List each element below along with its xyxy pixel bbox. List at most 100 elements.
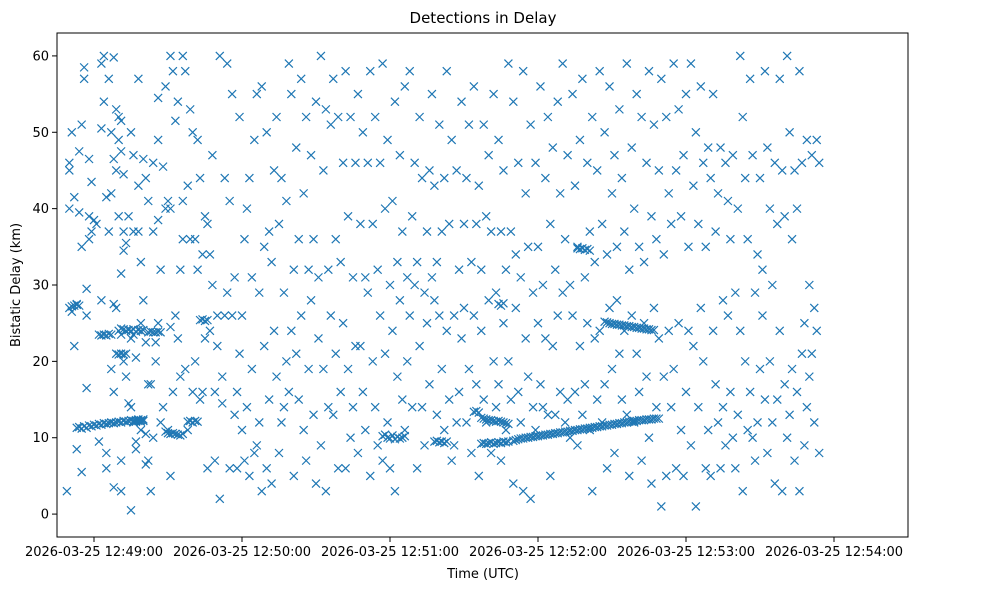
data-point (410, 158, 420, 168)
data-point (158, 402, 168, 412)
data-point (217, 372, 227, 382)
data-point (262, 127, 272, 137)
data-point (787, 364, 797, 374)
data-point (119, 246, 129, 256)
data-point (336, 257, 346, 267)
data-point (405, 66, 415, 76)
data-point (573, 440, 582, 450)
data-point (575, 135, 585, 145)
data-point (212, 341, 222, 351)
data-point (814, 448, 824, 458)
data-point (587, 112, 597, 122)
data-point (412, 463, 422, 473)
data-point (188, 127, 198, 137)
data-point (232, 463, 242, 473)
data-point (232, 387, 242, 397)
y-axis-label: Bistatic Delay (km) (9, 223, 24, 347)
data-point (637, 112, 647, 122)
data-point (304, 265, 314, 275)
data-point (195, 173, 205, 183)
data-point (802, 135, 812, 145)
data-point (772, 219, 782, 229)
data-point (777, 486, 787, 496)
data-point (666, 219, 676, 229)
data-point (422, 318, 432, 328)
data-point (254, 288, 264, 298)
data-point (703, 425, 713, 435)
data-point (585, 227, 595, 236)
data-point (148, 227, 158, 236)
data-point (735, 326, 745, 336)
data-point (624, 265, 634, 275)
data-points (62, 51, 824, 515)
y-tick-label: 60 (32, 49, 49, 64)
data-point (555, 387, 565, 397)
data-point (138, 325, 148, 335)
data-point (508, 436, 518, 446)
data-point (582, 318, 592, 328)
data-point (807, 349, 817, 359)
data-point (153, 93, 163, 103)
data-point (358, 127, 368, 137)
data-point (681, 89, 691, 99)
data-point (161, 427, 170, 437)
data-point (649, 120, 659, 130)
data-point (348, 402, 358, 412)
data-point (217, 398, 227, 408)
data-point (602, 317, 612, 327)
data-point (328, 74, 338, 84)
data-point (506, 395, 516, 404)
data-point (489, 356, 499, 366)
data-point (501, 265, 511, 275)
data-point (452, 418, 462, 427)
data-point (679, 150, 688, 160)
data-point (679, 471, 688, 481)
data-point (301, 112, 311, 122)
data-point (444, 395, 454, 404)
data-point (528, 288, 538, 298)
data-point (203, 219, 212, 229)
data-point (220, 173, 230, 183)
data-point (269, 166, 279, 175)
data-point (316, 51, 326, 61)
data-point (277, 418, 286, 427)
data-point (762, 448, 772, 458)
data-point (767, 280, 777, 290)
data-point (476, 413, 486, 423)
data-point (410, 280, 420, 290)
data-point (649, 325, 659, 335)
data-point (114, 211, 124, 221)
data-point (469, 82, 479, 91)
data-point (753, 250, 762, 259)
data-point (363, 288, 373, 298)
data-point (775, 74, 785, 84)
data-point (136, 318, 146, 328)
data-point (365, 471, 375, 481)
data-point (136, 257, 146, 267)
data-point (286, 326, 296, 336)
data-point (119, 169, 129, 179)
data-point (153, 215, 163, 225)
data-point (198, 387, 207, 397)
data-point (577, 74, 587, 84)
data-point (348, 272, 358, 282)
data-point (131, 353, 141, 362)
data-point (486, 415, 496, 425)
data-point (240, 456, 249, 466)
data-point (215, 494, 225, 504)
data-point (156, 418, 166, 427)
data-point (600, 317, 610, 327)
data-point (151, 356, 161, 366)
data-point (200, 211, 210, 221)
data-point (207, 280, 217, 290)
data-point (526, 494, 536, 504)
data-point (777, 166, 787, 175)
data-point (77, 242, 87, 252)
data-point (289, 265, 299, 275)
data-point (422, 227, 432, 236)
data-point (595, 66, 605, 76)
data-point (336, 387, 346, 397)
data-point (506, 227, 516, 236)
data-point (772, 395, 782, 404)
data-point (479, 120, 489, 130)
